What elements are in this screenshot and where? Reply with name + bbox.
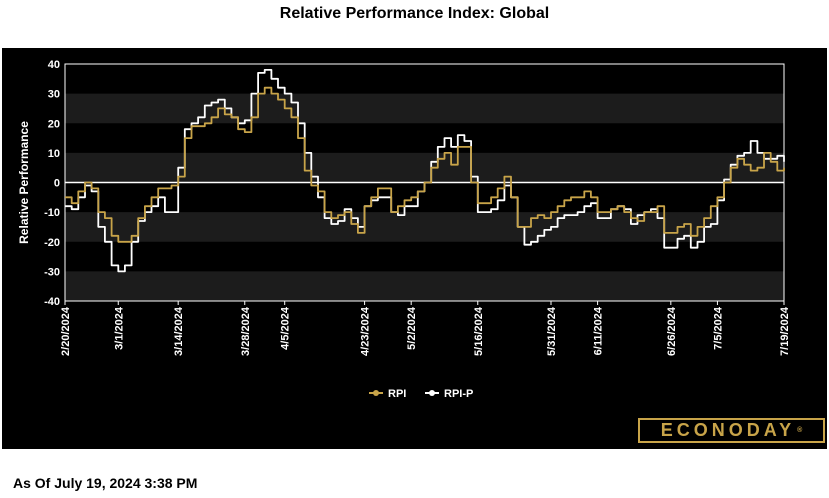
timestamp: As Of July 19, 2024 3:38 PM: [13, 475, 198, 491]
grid-band: [65, 212, 784, 242]
y-tick-label: -30: [44, 266, 60, 278]
x-tick-label: 4/5/2024: [280, 306, 292, 350]
grid-band: [65, 152, 784, 183]
brand-mark: ®: [797, 427, 803, 434]
x-tick-label: 7/5/2024: [712, 306, 724, 350]
y-tick-label: 40: [48, 59, 60, 71]
brand-text: ECONODAY: [660, 420, 796, 440]
y-tick-label: 20: [48, 118, 60, 130]
chart-title: Relative Performance Index: Global: [279, 5, 550, 22]
x-tick-label: 6/11/2024: [593, 306, 605, 355]
legend-label: RPI-P: [444, 388, 473, 400]
y-tick-label: -20: [44, 237, 60, 249]
x-tick-label: 2/20/2024: [60, 306, 72, 356]
y-tick-label: 30: [48, 89, 60, 101]
y-tick-label: 10: [48, 148, 60, 160]
plot-bands: [65, 93, 784, 301]
y-tick-label: -40: [44, 296, 60, 308]
x-tick-label: 3/1/2024: [113, 306, 125, 350]
legend-marker: [429, 390, 435, 396]
econoday-logo: ECONODAY ®: [638, 418, 825, 443]
x-axis-ticks: 2/20/2024 3/1/2024 3/14/2024 3/28/2024 4/5/2…: [60, 301, 791, 356]
grid-band: [65, 271, 784, 301]
series-line-rpi: [65, 86, 785, 243]
x-tick-label: 6/26/2024: [666, 306, 678, 356]
chart-svg: 40 30 20 10 0 -10 -20 -30 -40 2/20/2024 3/1/2024 3…: [17, 59, 791, 400]
grid-band: [65, 93, 784, 124]
legend-marker: [373, 390, 379, 396]
x-tick-label: 4/23/2024: [360, 306, 372, 356]
y-axis-label: Relative Performance: [17, 121, 31, 244]
x-tick-label: 5/2/2024: [406, 306, 418, 350]
x-tick-label: 7/19/2024: [779, 306, 791, 356]
y-tick-label: -10: [44, 207, 60, 219]
legend-label: RPI: [388, 388, 406, 400]
x-tick-label: 3/14/2024: [173, 306, 185, 356]
x-tick-label: 5/16/2024: [473, 306, 485, 356]
x-tick-label: 3/28/2024: [240, 306, 252, 356]
y-axis-ticks: 40 30 20 10 0 -10 -20 -30 -40: [44, 59, 60, 308]
chart-panel: 40 30 20 10 0 -10 -20 -30 -40 2/20/2024 3/1/2024 3…: [2, 48, 827, 449]
y-tick-label: 0: [54, 178, 60, 190]
legend: RPI RPI-P: [369, 388, 473, 400]
x-tick-label: 5/31/2024: [546, 306, 558, 356]
